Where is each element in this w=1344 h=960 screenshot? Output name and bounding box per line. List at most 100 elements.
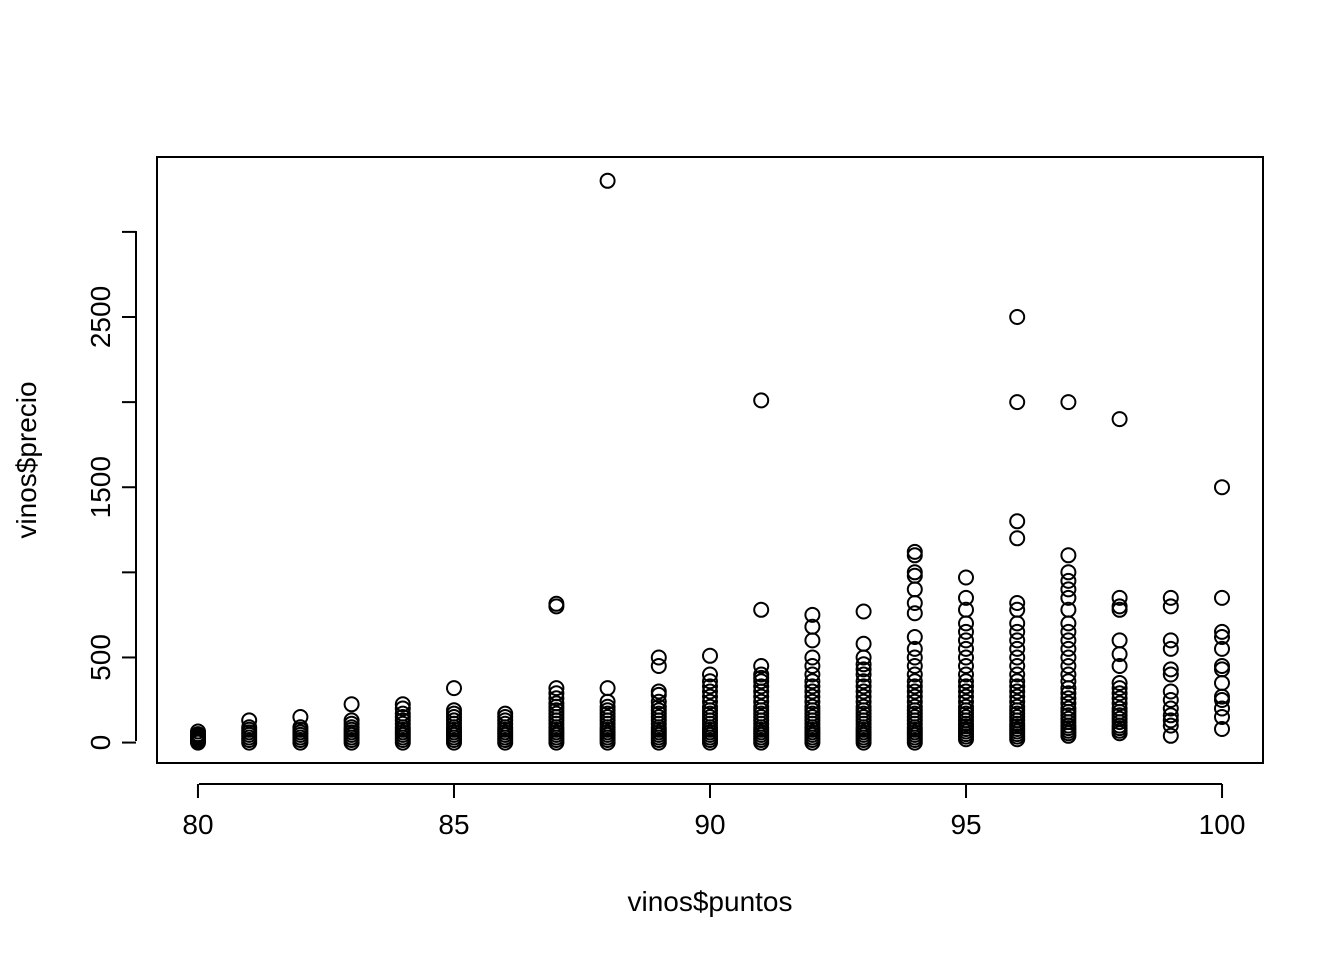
data-point — [1214, 661, 1230, 678]
data-point — [804, 606, 821, 623]
data-point — [804, 683, 821, 700]
y-axis-label: vinos$precio — [11, 381, 42, 538]
data-point — [650, 649, 667, 666]
data-point — [855, 678, 872, 695]
x-axis: 80 85 90 95 100 — [182, 783, 1245, 840]
data-point — [446, 680, 462, 697]
data-point — [1162, 640, 1179, 657]
data-point — [804, 658, 821, 674]
data-point — [804, 666, 821, 683]
data-point — [906, 683, 923, 700]
x-tick-label: 80 — [182, 809, 213, 840]
data-point — [958, 678, 974, 695]
data-point — [1111, 700, 1128, 717]
data-point — [343, 696, 360, 713]
data-point — [906, 543, 923, 560]
data-point — [548, 695, 565, 712]
data-point — [906, 658, 923, 674]
data-point — [1009, 640, 1026, 657]
data-point — [855, 603, 872, 620]
data-point — [1162, 712, 1179, 729]
data-point — [394, 705, 411, 722]
data-point — [702, 698, 718, 715]
data-point — [906, 640, 923, 657]
data-point — [1162, 589, 1179, 606]
data-point — [958, 673, 974, 690]
data-point — [1162, 661, 1179, 678]
data-point — [958, 688, 974, 705]
data-point — [1162, 717, 1179, 734]
data-point — [855, 673, 872, 690]
data-point — [958, 640, 974, 657]
data-point — [1060, 640, 1077, 657]
data-point — [1009, 683, 1026, 700]
data-point — [1009, 309, 1026, 325]
data-point — [906, 693, 923, 710]
data-point — [1060, 564, 1077, 581]
data-point — [1111, 685, 1128, 702]
data-point — [958, 683, 974, 700]
data-point — [1214, 623, 1230, 640]
data-point — [855, 656, 872, 673]
data-point — [753, 392, 770, 409]
data-point — [855, 693, 872, 710]
data-point — [548, 685, 565, 702]
data-point — [804, 688, 821, 705]
data-point — [804, 673, 821, 690]
data-point — [1060, 572, 1077, 589]
data-point — [1060, 700, 1077, 717]
data-point — [548, 680, 565, 697]
y-tick-label: 1500 — [85, 456, 116, 518]
data-point — [1060, 601, 1077, 618]
data-point — [1060, 632, 1077, 649]
data-point — [1060, 685, 1077, 702]
data-point — [702, 647, 718, 664]
data-point — [1009, 698, 1026, 715]
data-point — [906, 605, 923, 622]
y-tick-label: 500 — [85, 634, 116, 681]
data-point — [1009, 601, 1026, 618]
data-point — [1009, 688, 1026, 705]
data-point — [1060, 581, 1077, 598]
data-point — [1111, 658, 1128, 674]
plot-frame — [156, 156, 1264, 764]
data-point — [855, 688, 872, 705]
data-point — [650, 683, 667, 700]
data-point — [906, 673, 923, 690]
data-point — [906, 678, 923, 695]
data-point — [292, 719, 309, 736]
data-point — [1009, 623, 1026, 640]
data-point — [1060, 649, 1077, 666]
data-point — [1009, 513, 1026, 530]
data-point — [855, 698, 872, 715]
data-point — [906, 698, 923, 715]
data-point — [650, 693, 667, 710]
data-point — [1214, 700, 1230, 717]
data-point — [1214, 675, 1230, 691]
data-point — [1162, 707, 1179, 724]
data-point — [1060, 666, 1077, 683]
data-point — [1009, 595, 1026, 611]
data-point — [1111, 675, 1128, 691]
data-point — [1214, 589, 1230, 606]
data-point — [1009, 632, 1026, 649]
data-point — [1214, 629, 1230, 645]
data-point — [1162, 700, 1179, 717]
data-point — [343, 712, 360, 729]
data-point — [906, 547, 923, 564]
data-point — [804, 678, 821, 695]
data-point — [497, 705, 514, 722]
data-point — [1060, 615, 1077, 632]
data-point — [958, 693, 974, 710]
data-point — [1162, 598, 1179, 615]
data-point — [650, 698, 667, 715]
data-point — [753, 666, 770, 683]
data-point — [1162, 632, 1179, 649]
data-point — [804, 649, 821, 666]
data-point — [906, 581, 923, 598]
data-point — [753, 678, 770, 695]
data-point — [906, 666, 923, 683]
data-point — [241, 719, 258, 736]
data-point — [958, 632, 974, 649]
